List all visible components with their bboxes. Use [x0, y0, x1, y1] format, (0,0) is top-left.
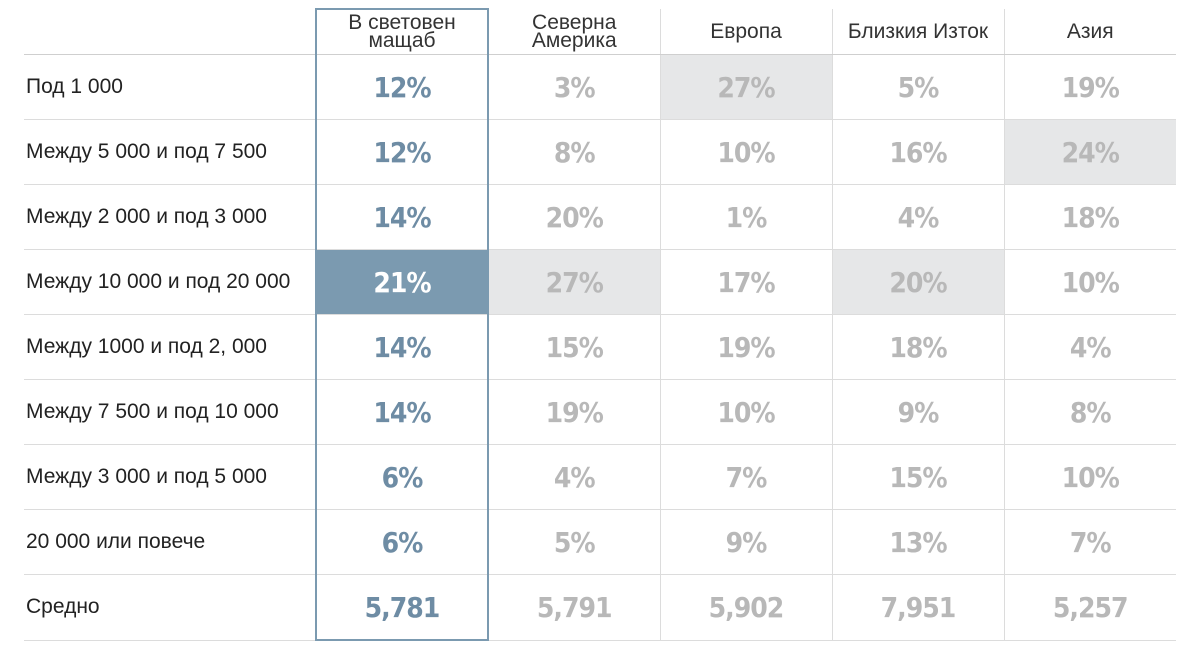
value-cell: 6%	[315, 444, 489, 510]
value-cell: 21%	[315, 249, 489, 315]
corner-cell	[24, 9, 316, 55]
value-cell: 9%	[831, 379, 1004, 445]
column-header: Азия	[1003, 9, 1176, 55]
header-row: В световен мащаб Северна Америка Европа Близк…	[24, 8, 1176, 55]
value-cell: 5,791	[488, 574, 660, 641]
value-cell: 15%	[488, 314, 660, 380]
value-cell: 18%	[831, 314, 1004, 380]
value-cell: 9%	[659, 509, 832, 575]
column-header-text: Америка	[531, 28, 617, 52]
value-cell: 12%	[315, 119, 489, 185]
table-row: Средно 5,781 5,791 5,902 7,951 5,257	[24, 574, 1176, 641]
value-cell: 20%	[488, 184, 660, 250]
column-header: Близкия Изток	[831, 9, 1004, 55]
row-label: Между 7 500 и под 10 000	[24, 379, 316, 445]
value-cell: 5,902	[659, 574, 832, 641]
row-label: Между 3 000 и под 5 000	[24, 444, 316, 510]
value-cell: 8%	[488, 119, 660, 185]
value-cell: 10%	[1003, 249, 1176, 315]
value-cell: 4%	[1003, 314, 1176, 380]
value-cell: 17%	[659, 249, 832, 315]
row-label: Между 10 000 и под 20 000	[24, 249, 316, 315]
data-table: В световен мащаб Северна Америка Европа Близк…	[24, 8, 1176, 641]
value-cell: 27%	[659, 54, 832, 120]
value-cell: 14%	[315, 184, 489, 250]
column-header: В световен мащаб	[315, 8, 489, 55]
value-cell: 13%	[831, 509, 1004, 575]
value-cell: 5%	[488, 509, 660, 575]
value-cell: 5,257	[1003, 574, 1176, 641]
value-cell: 7,951	[831, 574, 1004, 641]
column-header-text: Северна	[532, 10, 617, 34]
value-cell: 10%	[659, 119, 832, 185]
value-cell: 19%	[659, 314, 832, 380]
column-header: Европа	[659, 9, 832, 55]
value-cell: 24%	[1003, 119, 1176, 185]
table-row: Между 3 000 и под 5 000 6% 4% 7% 15% 10%	[24, 444, 1176, 510]
row-label: 20 000 или повече	[24, 509, 316, 575]
value-cell: 27%	[488, 249, 660, 315]
column-header-text: Азия	[1066, 19, 1114, 43]
column-header-text: мащаб	[368, 29, 436, 52]
column-header-text: В световен	[348, 11, 456, 34]
value-cell: 15%	[831, 444, 1004, 510]
value-cell: 10%	[659, 379, 832, 445]
table-row: Между 1000 и под 2, 000 14% 15% 19% 18% 4%	[24, 314, 1176, 380]
row-label: Между 5 000 и под 7 500	[24, 119, 316, 185]
value-cell: 7%	[659, 444, 832, 510]
value-cell: 4%	[488, 444, 660, 510]
column-header: Северна Америка	[488, 9, 660, 55]
value-cell: 19%	[1003, 54, 1176, 120]
table-row: Между 10 000 и под 20 000 21% 27% 17% 20% 10%	[24, 249, 1176, 315]
value-cell: 4%	[831, 184, 1004, 250]
value-cell: 5,781	[315, 574, 489, 641]
value-cell: 18%	[1003, 184, 1176, 250]
value-cell: 14%	[315, 379, 489, 445]
table-row: 20 000 или повече 6% 5% 9% 13% 7%	[24, 509, 1176, 575]
value-cell: 6%	[315, 509, 489, 575]
value-cell: 19%	[488, 379, 660, 445]
table-row: Между 7 500 и под 10 000 14% 19% 10% 9% 8%	[24, 379, 1176, 445]
table-body: Под 1 000 12% 3% 27% 5% 19% Между 5 000 и под …	[24, 54, 1176, 641]
value-cell: 3%	[488, 54, 660, 120]
column-header-text: Европа	[710, 19, 782, 43]
value-cell: 1%	[659, 184, 832, 250]
row-label: Средно	[24, 574, 316, 641]
value-cell: 12%	[315, 54, 489, 120]
value-cell: 5%	[831, 54, 1004, 120]
table-row: Между 5 000 и под 7 500 12% 8% 10% 16% 24%	[24, 119, 1176, 185]
value-cell: 7%	[1003, 509, 1176, 575]
value-cell: 16%	[831, 119, 1004, 185]
row-label: Между 2 000 и под 3 000	[24, 184, 316, 250]
row-label: Между 1000 и под 2, 000	[24, 314, 316, 380]
value-cell: 8%	[1003, 379, 1176, 445]
value-cell: 14%	[315, 314, 489, 380]
value-cell: 10%	[1003, 444, 1176, 510]
table-row: Между 2 000 и под 3 000 14% 20% 1% 4% 18%	[24, 184, 1176, 250]
column-header-text: Близкия Изток	[847, 19, 989, 43]
row-label: Под 1 000	[24, 54, 316, 120]
table-row: Под 1 000 12% 3% 27% 5% 19%	[24, 54, 1176, 120]
value-cell: 20%	[831, 249, 1004, 315]
